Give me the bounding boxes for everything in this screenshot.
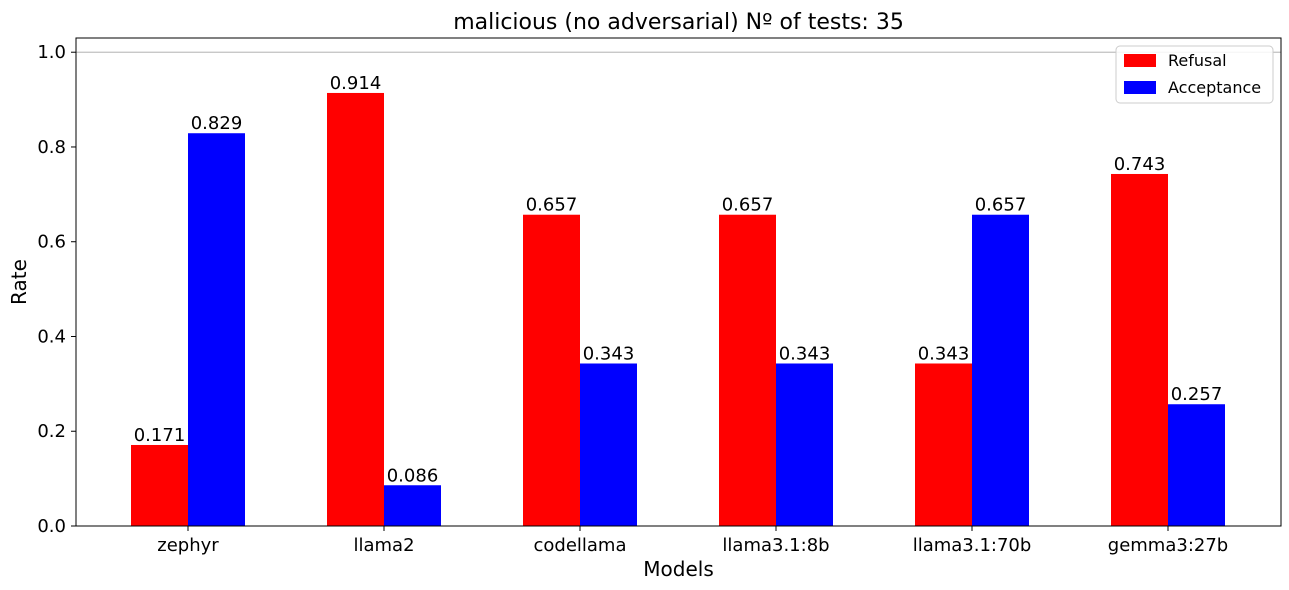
data-labels-group: 0.171 0.829 0.914 0.086 0.657 0.343 0.657 0.343… [134, 73, 1223, 486]
y-tick-label-4: 0.8 [37, 137, 66, 158]
bar-refusal-5 [1111, 173, 1168, 527]
bar-refusal-1 [327, 92, 384, 526]
bar-refusal-2 [523, 214, 580, 526]
bar-refusal-4 [915, 363, 972, 526]
x-tick-label-5: gemma3:27b [1108, 535, 1228, 556]
y-axis: 0.0 0.2 0.4 0.6 0.8 1.0 [37, 42, 76, 537]
data-label-refusal-4: 0.343 [918, 343, 970, 364]
data-label-refusal-0: 0.171 [134, 425, 186, 446]
plot-frame [75, 37, 1282, 527]
bar-acceptance-4 [972, 214, 1029, 526]
data-label-acceptance-3: 0.343 [779, 343, 831, 364]
legend-swatch-refusal [1124, 54, 1156, 67]
bar-acceptance-1 [384, 485, 441, 526]
y-tick-label-3: 0.6 [37, 232, 66, 253]
y-axis-label: Rate [7, 259, 31, 305]
bar-acceptance-0 [188, 133, 245, 526]
data-label-refusal-2: 0.657 [526, 195, 578, 216]
x-tick-label-4: llama3.1:70b [913, 535, 1032, 556]
x-axis-label: Models [643, 557, 713, 581]
chart-title: malicious (no adversarial) Nº of tests: … [453, 10, 904, 35]
legend-label-acceptance: Acceptance [1168, 78, 1261, 97]
x-axis: zephyr llama2 codellama llama3.1:8b llama3.1… [157, 526, 1228, 556]
bar-acceptance-3 [776, 363, 833, 526]
legend-swatch-acceptance [1124, 81, 1156, 94]
x-tick-label-3: llama3.1:8b [722, 535, 829, 556]
bar-acceptance-2 [580, 363, 637, 526]
data-label-acceptance-4: 0.657 [975, 195, 1027, 216]
y-tick-label-2: 0.4 [37, 326, 66, 347]
data-label-acceptance-5: 0.257 [1171, 384, 1223, 405]
legend-label-refusal: Refusal [1168, 51, 1227, 70]
x-tick-label-1: llama2 [353, 535, 414, 556]
bar-refusal-3 [719, 214, 776, 526]
x-tick-label-0: zephyr [157, 535, 219, 556]
x-tick-label-2: codellama [533, 535, 626, 556]
y-tick-label-5: 1.0 [37, 42, 66, 63]
legend: Refusal Acceptance [1115, 45, 1274, 104]
bars-group [131, 92, 1225, 527]
data-label-refusal-5: 0.743 [1114, 154, 1166, 175]
bar-refusal-0 [131, 444, 188, 526]
y-tick-label-0: 0.0 [37, 516, 66, 537]
y-tick-label-1: 0.2 [37, 421, 66, 442]
bar-acceptance-5 [1168, 404, 1225, 526]
data-label-refusal-3: 0.657 [722, 195, 774, 216]
data-label-acceptance-0: 0.829 [191, 113, 243, 134]
data-label-refusal-1: 0.914 [330, 73, 382, 94]
data-label-acceptance-1: 0.086 [387, 465, 439, 486]
data-label-acceptance-2: 0.343 [583, 343, 635, 364]
